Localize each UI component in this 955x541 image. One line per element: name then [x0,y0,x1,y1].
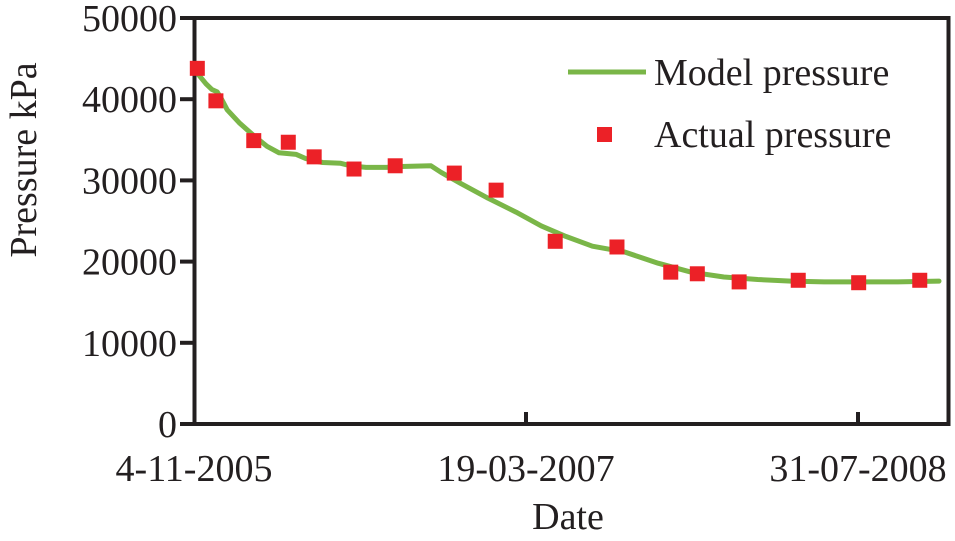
actual-pressure-marker [663,264,679,280]
actual-pressure-marker [689,266,705,282]
actual-pressure-marker [280,134,296,150]
actual-pressure-marker [346,161,362,177]
actual-pressure-marker [851,275,867,291]
plot-border [192,16,951,426]
actual-pressure-marker [731,274,747,290]
model-pressure-line [194,70,942,285]
y-tick-label: 0 [158,404,177,446]
actual-pressure-marker [609,239,625,255]
x-tick-label: 4-11-2005 [116,448,273,490]
y-tick-label: 40000 [82,79,177,121]
x-axis-title: Date [532,496,604,538]
actual-pressure-marker [246,133,262,149]
legend-model-label: Model pressure [654,52,889,94]
x-tick-label: 19-03-2007 [437,448,614,490]
actual-pressure-marker [189,60,205,76]
actual-pressure-marker [306,149,322,165]
legend-actual-label: Actual pressure [654,114,891,156]
model-pressure-line-layer [194,70,942,285]
actual-pressure-marker [547,233,563,249]
actual-pressure-marker-layer [189,60,928,291]
actual-pressure-marker [488,182,504,198]
y-tick-label: 50000 [82,0,177,40]
y-tick-label: 30000 [82,160,177,202]
actual-pressure-marker [790,272,806,288]
axis-ticks: 0 10000 20000 30000 40000 50000 4-11-2005 19-03… [82,0,947,490]
actual-pressure-marker [912,272,928,288]
actual-pressure-marker [446,165,462,181]
y-tick-label: 20000 [82,242,177,284]
actual-pressure-marker [387,158,403,174]
x-tick-label: 31-07-2008 [769,448,946,490]
legend: Model pressure Actual pressure [568,52,891,156]
y-axis-title: Pressure kPa [3,62,45,257]
y-tick-label: 10000 [82,323,177,365]
actual-pressure-marker [208,93,224,109]
plot-frame [192,16,951,426]
legend-actual-square-swatch [597,127,612,142]
